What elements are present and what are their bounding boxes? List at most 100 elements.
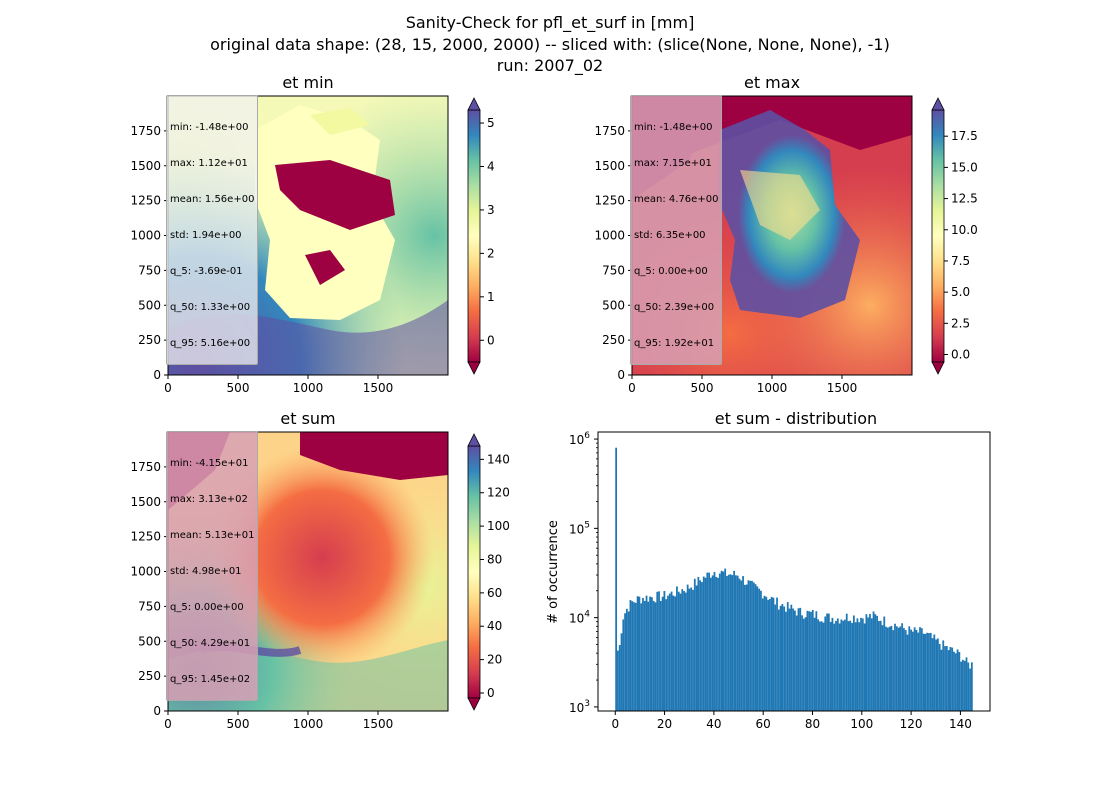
hist-bar <box>835 620 837 711</box>
hist-bar <box>844 619 846 711</box>
hist-bar <box>693 578 696 711</box>
hist-bar <box>951 647 954 711</box>
hist-bar <box>833 623 836 711</box>
hist-bar <box>625 608 628 711</box>
axes-et-min: 0 500 1000 1500 0 250 500 750 1000 1250 1500 1750 <box>130 124 393 395</box>
colorbar-tick-label: 0 <box>487 333 495 347</box>
suptitle-line-3: run: 2007_02 <box>496 56 604 75</box>
y-tick-label: 105 <box>569 520 590 536</box>
y-tick-label: 106 <box>569 431 590 447</box>
hist-bar <box>697 576 700 711</box>
y-tick-label: 1250 <box>130 530 161 544</box>
hist-bar <box>867 617 870 711</box>
panel-title-et-sum: et sum <box>280 409 335 428</box>
colorbar-tick-label: 0.0 <box>951 348 970 362</box>
stat-q5: q_5: -3.69e-01 <box>170 266 243 277</box>
hist-bar <box>827 613 830 711</box>
hist-bar <box>672 595 675 711</box>
hist-bar <box>738 578 741 711</box>
hist-bar <box>756 586 759 711</box>
hist-bar <box>776 597 778 711</box>
x-tick-label: 1000 <box>293 381 324 395</box>
hist-bar <box>815 611 818 711</box>
hist-bar <box>742 576 744 711</box>
hist-bar <box>824 616 827 711</box>
hist-bar <box>740 580 743 711</box>
hist-bar <box>897 627 900 711</box>
y-tick-label: 500 <box>138 298 161 312</box>
hist-bar <box>795 615 798 711</box>
y-tick-label: 1750 <box>130 460 161 474</box>
colorbar-tick-label: 140 <box>487 452 510 466</box>
x-tick-label: 500 <box>691 381 714 395</box>
hist-bar <box>929 632 932 711</box>
hist-bar <box>935 639 937 711</box>
hist-bar <box>903 628 905 711</box>
stat-mean: mean: 1.56e+00 <box>170 194 255 205</box>
hist-bar <box>863 623 866 711</box>
hist-bar <box>876 615 879 711</box>
colorbar-tick-label: 1 <box>487 290 495 304</box>
hist-bar <box>874 614 877 711</box>
stats-box-et-min: min: -1.48e+00 max: 1.12e+01 mean: 1.56e… <box>166 95 259 365</box>
hist-bar <box>931 638 934 711</box>
hist-bar <box>899 626 902 711</box>
hist-bar <box>656 591 659 711</box>
colorbar-tick-label: 60 <box>487 586 502 600</box>
x-tick-label: 80 <box>805 717 820 731</box>
stat-max: max: 3.13e+02 <box>170 494 248 505</box>
panel-title-et-max: et max <box>744 73 800 92</box>
colorbar-gradient <box>931 109 945 363</box>
hist-bar <box>663 590 666 711</box>
hist-bar <box>701 582 703 711</box>
hist-bar <box>913 627 916 711</box>
stat-q5: q_5: 0.00e+00 <box>634 266 708 277</box>
hist-bar <box>842 620 845 711</box>
hist-bar <box>765 596 768 711</box>
hist-bar <box>838 623 841 711</box>
hist-bar <box>758 588 761 711</box>
colorbar-extend-max <box>467 433 481 447</box>
colorbar-tick-label: 40 <box>487 619 502 633</box>
x-tick-label: 140 <box>949 717 972 731</box>
hist-bar <box>686 584 689 711</box>
stat-mean: mean: 5.13e+01 <box>170 530 255 541</box>
hist-bar <box>779 605 782 711</box>
axes-et-sum: 0 500 1000 1500 0 250 500 750 1000 1250 1500 1750 <box>130 460 393 731</box>
hist-bar <box>679 593 682 711</box>
hist-bar <box>933 634 936 711</box>
hist-bar <box>667 595 669 711</box>
hist-bar <box>743 584 746 711</box>
hist-bar <box>624 613 626 711</box>
hist-bar <box>892 630 895 711</box>
hist-bar <box>643 600 646 711</box>
x-tick-label: 500 <box>227 717 250 731</box>
hist-ylabel: # of occurrence <box>546 520 561 624</box>
hist-bar <box>735 575 737 711</box>
hist-bar <box>706 572 709 711</box>
hist-bar <box>770 596 773 711</box>
hist-bar <box>794 610 796 711</box>
hist-bar <box>813 617 816 711</box>
hist-bar <box>711 575 714 711</box>
hist-bar <box>772 597 775 711</box>
hist-bar <box>822 622 825 711</box>
suptitle-line-2: original data shape: (28, 15, 2000, 2000… <box>210 35 890 54</box>
y-tick-label: 250 <box>602 333 625 347</box>
hist-bar <box>967 662 970 711</box>
hist-bar <box>854 622 857 711</box>
hist-bar <box>819 621 821 711</box>
hist-bar <box>894 623 896 711</box>
hist-bar <box>970 662 973 711</box>
hist-bar <box>717 577 719 711</box>
hist-bar <box>915 629 918 711</box>
colorbar-tick-label: 15.0 <box>951 160 978 174</box>
hist-bar <box>904 630 907 711</box>
hist-bar <box>634 602 637 711</box>
hist-bar <box>906 634 909 711</box>
y-tick-label: 1250 <box>130 194 161 208</box>
stat-q95: q_95: 5.16e+00 <box>170 338 251 349</box>
hist-bar <box>895 626 898 711</box>
hist-bar <box>965 657 968 711</box>
hist-bar <box>754 584 757 711</box>
